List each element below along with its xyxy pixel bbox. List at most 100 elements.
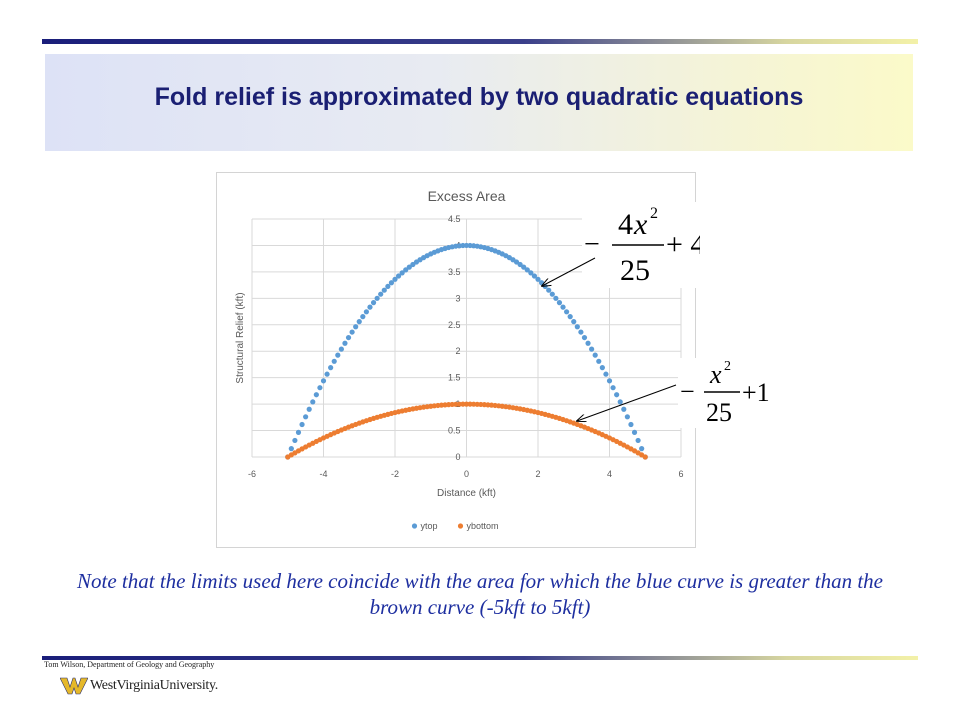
point-ytop (606, 378, 613, 384)
point-ytop (542, 283, 548, 290)
x-tick-label: -6 (248, 469, 256, 479)
point-ytop (381, 287, 387, 293)
point-ytop (360, 314, 366, 320)
wvu-logo: WestVirginiaUniversity. (60, 677, 218, 695)
point-ytop (553, 295, 559, 301)
point-ytop (639, 446, 645, 452)
point-ytop (581, 334, 588, 341)
point-ybottom (642, 454, 648, 460)
point-ytop (610, 385, 616, 391)
bottom-rule (42, 656, 918, 660)
point-ytop (303, 414, 309, 420)
x-tick-label: 0 (464, 469, 469, 479)
eq-top-const: + 4 (666, 228, 700, 261)
point-ytop (331, 358, 337, 364)
point-ytop (549, 291, 555, 297)
x-tick-label: 6 (678, 469, 683, 479)
point-ytop (395, 273, 402, 279)
eq-top-var: x (633, 208, 648, 241)
point-ytop (531, 273, 538, 279)
point-ytop (338, 346, 344, 352)
y-axis-label: Structural Relief (kft) (235, 292, 246, 383)
point-ytop (617, 399, 623, 405)
point-ytop (517, 261, 523, 268)
x-tick-label: 4 (607, 469, 612, 479)
point-ytop (328, 365, 334, 371)
point-ytop (528, 270, 534, 276)
equation-ybottom: − x 2 25 +1 (678, 358, 778, 428)
y-tick-label: 3 (455, 293, 460, 303)
point-ytop (599, 365, 605, 371)
y-tick-label: 4.5 (448, 214, 461, 224)
point-ytop (603, 371, 609, 377)
point-ytop (313, 392, 319, 398)
point-ytop (363, 309, 369, 315)
eq-top-coef: 4 (618, 208, 633, 241)
y-tick-label: 3.5 (448, 267, 461, 277)
eq-bottom-exp: 2 (724, 359, 731, 374)
point-ytop (614, 392, 620, 398)
footer-credit: Tom Wilson, Department of Geology and Ge… (44, 660, 215, 669)
point-ytop (335, 352, 341, 358)
y-tick-label: 2.5 (448, 320, 461, 330)
y-tick-label: 1.5 (448, 373, 461, 383)
point-ytop (631, 429, 638, 435)
point-ytop (560, 304, 566, 310)
point-ytop (388, 280, 395, 286)
point-ytop (596, 358, 602, 364)
y-tick-label: 0 (455, 452, 460, 462)
point-ytop (292, 437, 298, 444)
point-ytop (624, 414, 630, 420)
point-ytop (288, 446, 294, 452)
legend-label-ybottom: ybottom (467, 521, 499, 531)
point-ytop (546, 287, 552, 293)
point-ytop (299, 421, 305, 428)
point-ytop (306, 406, 312, 412)
point-ytop (578, 329, 584, 335)
equation-ytop: − 4 x 2 25 + 4 (582, 202, 700, 288)
point-ytop (353, 324, 359, 330)
point-ytop (564, 309, 570, 315)
eq-top-minus: − (584, 229, 600, 260)
point-ytop (367, 304, 373, 310)
point-ytop (349, 329, 355, 335)
point-ytop (385, 283, 391, 290)
y-tick-label: 0.5 (448, 426, 461, 436)
x-tick-label: 2 (535, 469, 540, 479)
point-ytop (378, 291, 384, 297)
point-ytop (589, 346, 595, 352)
point-ytop (574, 324, 580, 330)
point-ybottom (463, 401, 470, 407)
chart-title: Excess Area (428, 188, 506, 204)
eq-top-exp: 2 (650, 205, 658, 222)
point-ytop (521, 264, 527, 270)
eq-bottom-const: +1 (742, 378, 770, 407)
point-ytop (399, 270, 405, 276)
x-tick-label: -2 (391, 469, 399, 479)
point-ytop (592, 352, 598, 358)
point-ytop (567, 314, 573, 320)
point-ytop (374, 295, 380, 301)
point-ytop (406, 264, 412, 270)
eq-bottom-minus: − (680, 377, 695, 406)
point-ybottom (460, 401, 466, 407)
x-axis-label: Distance (kft) (437, 488, 496, 499)
point-ytop (556, 300, 563, 306)
legend-marker-ybottom (457, 523, 464, 529)
y-tick-label: 2 (455, 346, 460, 356)
point-ytop (317, 385, 323, 391)
point-ytop (320, 378, 327, 384)
top-rule (42, 39, 918, 44)
slide-note: Note that the limits used here coincide … (76, 569, 884, 619)
point-ytop (621, 406, 627, 412)
point-ytop (635, 437, 641, 444)
point-ytop (370, 300, 377, 306)
eq-top-den: 25 (620, 254, 650, 287)
point-ytop (310, 399, 316, 405)
legend-marker-ytop (411, 523, 418, 529)
point-ytop (295, 429, 302, 435)
slide-title: Fold relief is approximated by two quadr… (154, 83, 804, 111)
x-tick-label: -4 (319, 469, 327, 479)
eq-bottom-var: x (709, 360, 722, 389)
